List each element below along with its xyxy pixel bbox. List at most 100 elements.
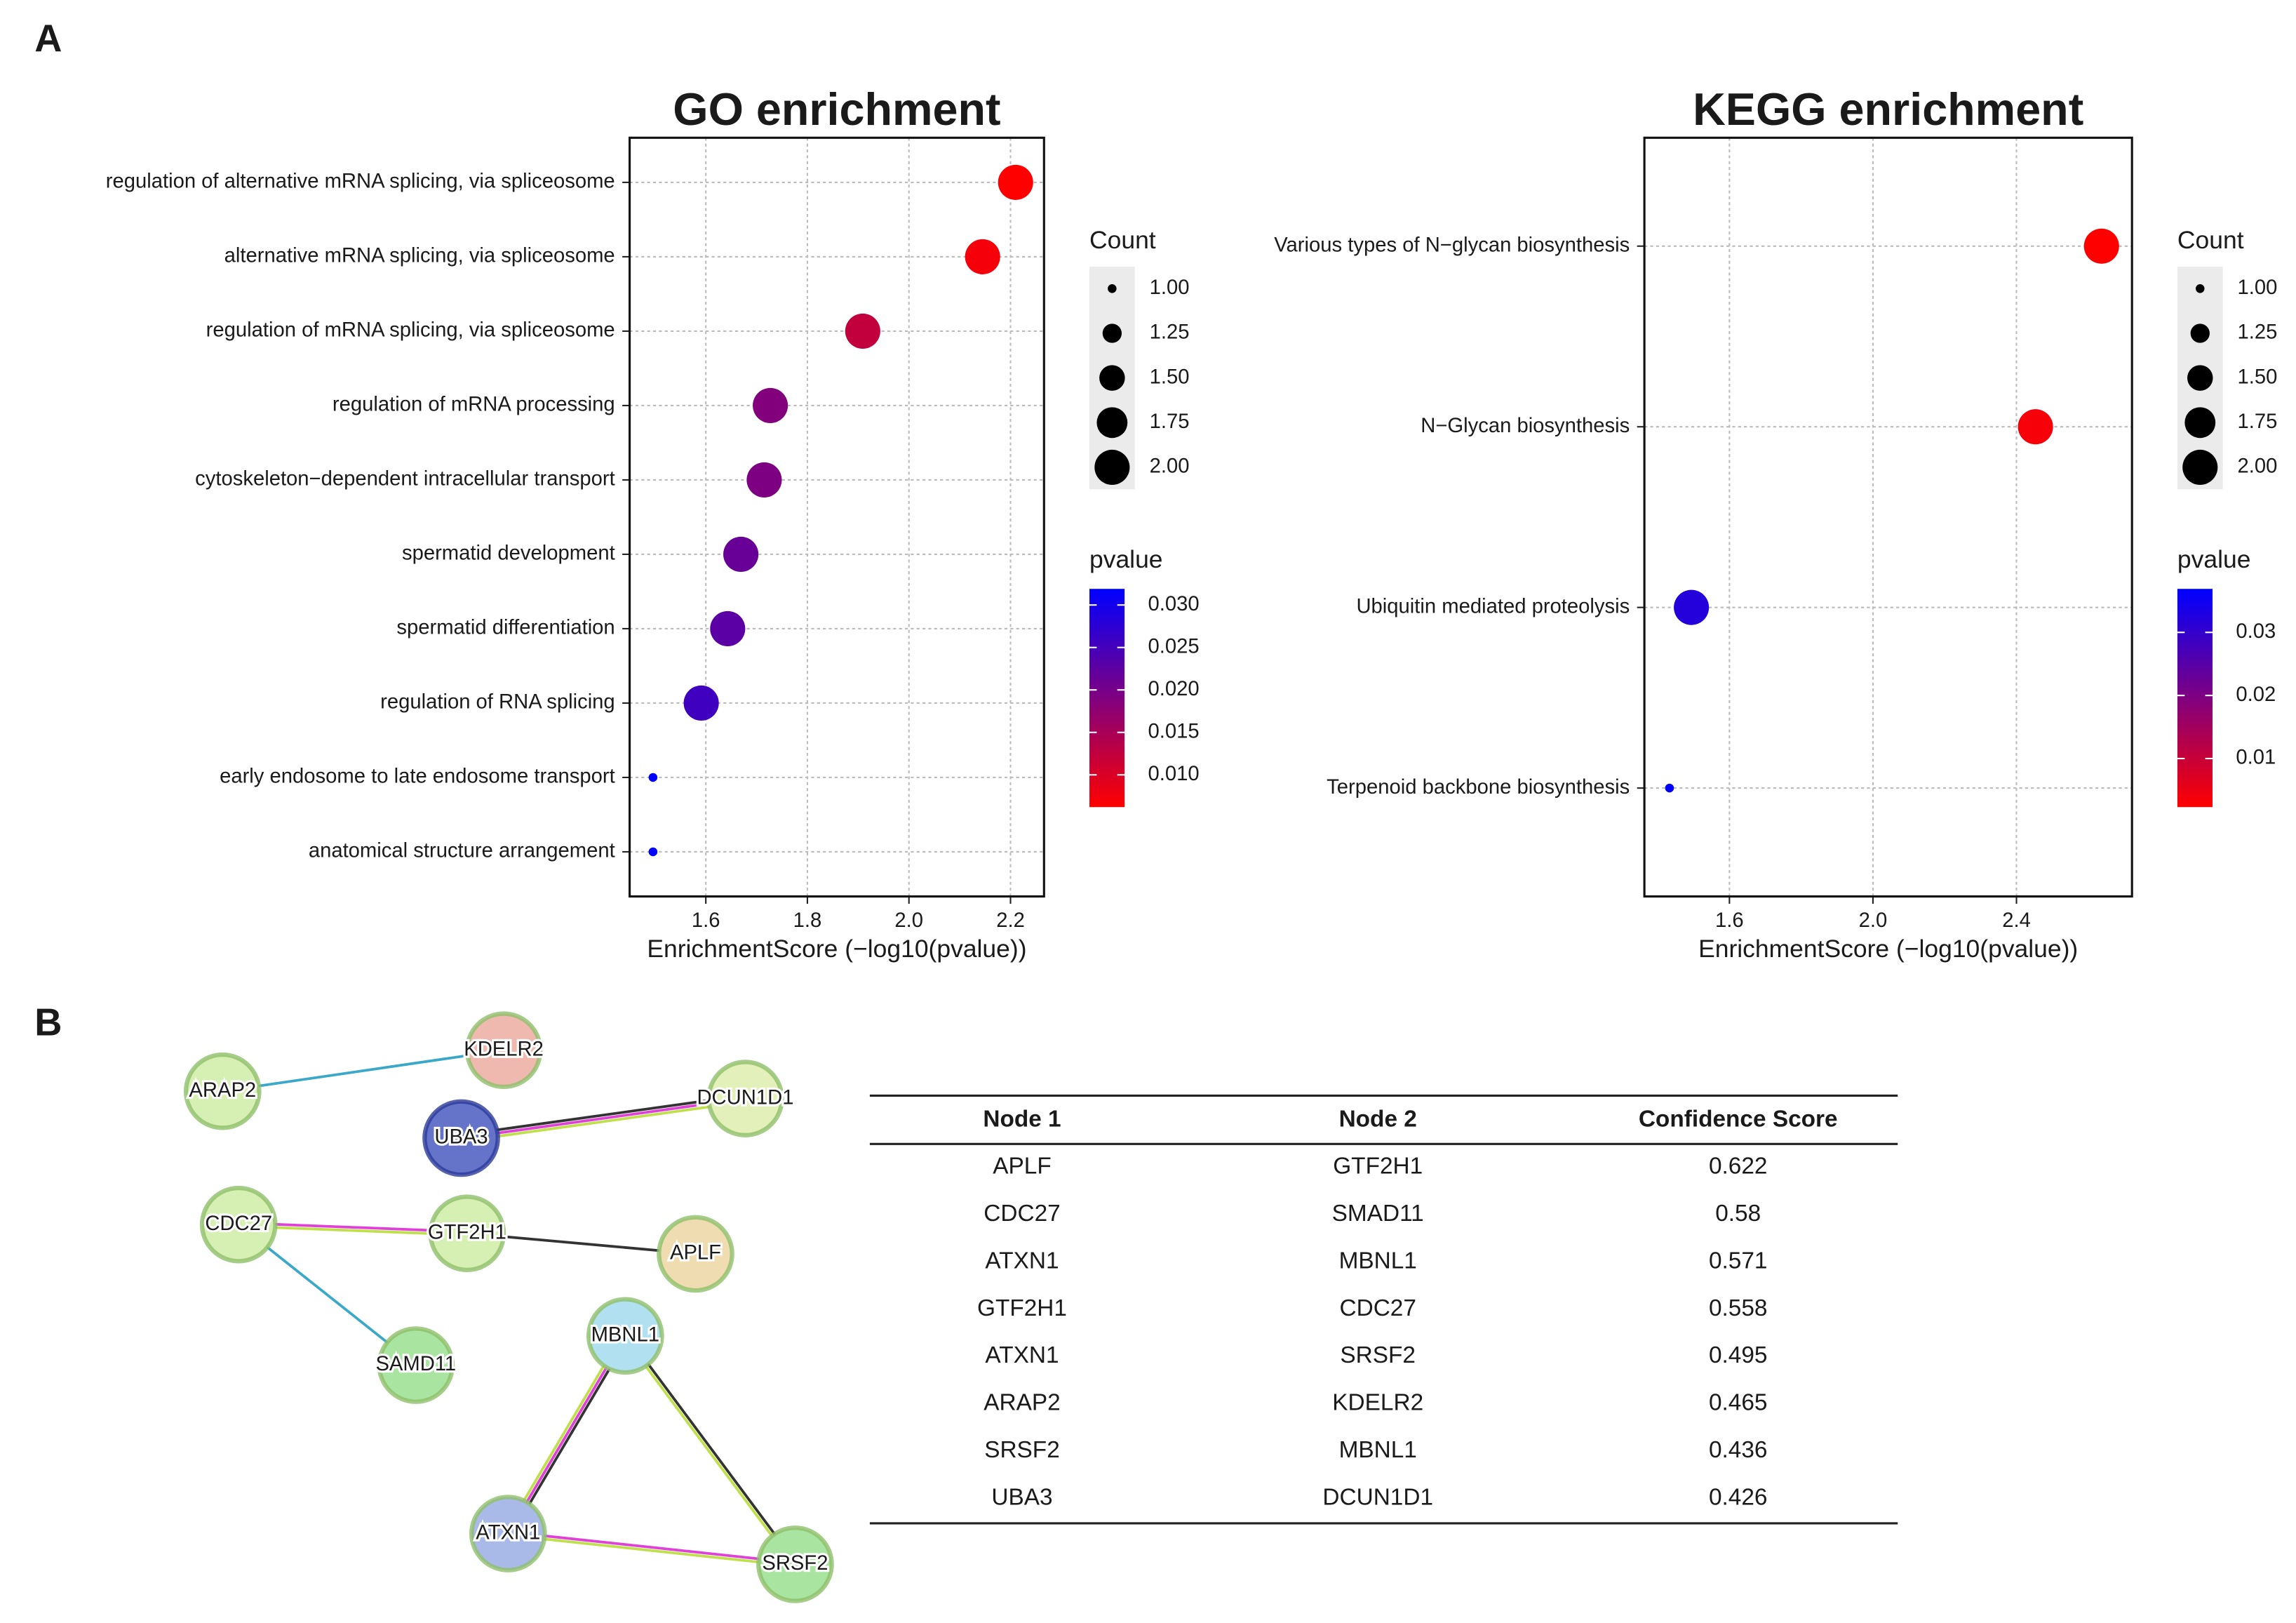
table-cell: SMAD11	[1332, 1201, 1424, 1227]
dot	[998, 164, 1033, 200]
node-label: DCUN1D1	[697, 1086, 793, 1109]
network-edge	[460, 1094, 746, 1137]
legend-label: 2.00	[1150, 455, 1190, 478]
plot-frame	[1643, 136, 2133, 898]
table-cell: ARAP2	[983, 1390, 1060, 1416]
table-cell: UBA3	[991, 1484, 1052, 1510]
plot-frame	[629, 136, 1045, 898]
table-cell: 0.436	[1709, 1437, 1768, 1463]
legend-dot	[1096, 407, 1128, 439]
y-tick-label: cytoskeleton−dependent intracellular tra…	[195, 468, 615, 490]
table-cell: DCUN1D1	[1322, 1484, 1433, 1510]
legend-label: 0.03	[2236, 620, 2276, 643]
network-edge	[507, 1533, 795, 1568]
node-label: SRSF2	[762, 1552, 828, 1575]
dot	[710, 610, 746, 646]
legend-label: 1.25	[2238, 321, 2278, 344]
table-cell: MBNL1	[1339, 1437, 1417, 1463]
legend-dot	[2196, 284, 2205, 293]
network-node	[756, 1525, 834, 1603]
network-node	[657, 1215, 734, 1293]
legend-dot	[1094, 449, 1130, 486]
legend-label: 0.020	[1148, 678, 1200, 700]
table-cell: ATXN1	[985, 1342, 1059, 1368]
dot	[648, 773, 658, 782]
network-node	[706, 1060, 784, 1137]
dot	[1674, 589, 1710, 625]
dot	[683, 685, 719, 721]
panel-label: B	[34, 1001, 62, 1044]
chart-title: GO enrichment	[673, 84, 1000, 135]
legend-label: 1.25	[1150, 321, 1190, 344]
node-label: MBNL1	[591, 1323, 659, 1346]
y-tick-label: anatomical structure arrangement	[309, 840, 615, 862]
legend-label: 1.75	[1150, 410, 1190, 433]
dot	[753, 387, 788, 423]
network-edge	[508, 1530, 795, 1564]
table-cell: CDC27	[1339, 1295, 1416, 1321]
y-tick-label: Terpenoid backbone biosynthesis	[1327, 776, 1630, 799]
network-node	[428, 1194, 506, 1272]
table-cell: ATXN1	[985, 1248, 1059, 1274]
network-node	[586, 1297, 664, 1375]
network-edge	[625, 1334, 798, 1565]
legend-label: 1.00	[1150, 276, 1190, 299]
table-header: Confidence Score	[1639, 1107, 1838, 1133]
legend-dot	[2190, 323, 2210, 343]
node-label: KDELR2	[464, 1038, 544, 1060]
y-tick-label: regulation of alternative mRNA splicing,…	[106, 171, 615, 193]
network-node	[469, 1495, 547, 1572]
legend-label: 0.01	[2236, 747, 2276, 769]
dot	[845, 313, 880, 349]
network-node	[464, 1011, 543, 1090]
legend-dot	[1108, 284, 1117, 293]
node-label: SAMD11	[375, 1353, 456, 1375]
y-tick-label: regulation of mRNA processing	[333, 394, 615, 416]
table-cell: 0.495	[1709, 1342, 1768, 1368]
panel-label: A	[34, 17, 62, 60]
y-tick-label: N−Glycan biosynthesis	[1421, 415, 1630, 437]
table-cell: SRSF2	[984, 1437, 1060, 1463]
x-tick-label: 2.4	[2002, 909, 2031, 932]
network-edge	[622, 1336, 795, 1566]
y-tick-label: spermatid development	[402, 542, 615, 565]
legend-label: 2.00	[2238, 455, 2278, 478]
y-tick-label: early endosome to late endosome transpor…	[220, 766, 615, 788]
table-cell: CDC27	[983, 1201, 1060, 1227]
x-tick-label: 2.2	[996, 909, 1025, 932]
legend-dot	[2184, 407, 2216, 439]
y-tick-label: Ubiquitin mediated proteolysis	[1356, 595, 1630, 617]
table-cell: KDELR2	[1332, 1390, 1423, 1416]
dot	[648, 847, 658, 857]
chart-title: KEGG enrichment	[1693, 84, 2083, 135]
node-label: ATXN1	[476, 1521, 540, 1544]
x-tick-label: 1.6	[1715, 909, 1744, 932]
legend-label: 0.02	[2236, 683, 2276, 706]
dot	[965, 239, 1000, 274]
table-cell: MBNL1	[1339, 1248, 1417, 1274]
network-node	[422, 1099, 500, 1177]
dot	[746, 462, 782, 497]
y-tick-label: Various types of N−glycan biosynthesis	[1274, 234, 1630, 256]
network-edge	[222, 1048, 504, 1093]
table-cell: SRSF2	[1340, 1342, 1416, 1368]
x-tick-label: 1.8	[793, 909, 822, 932]
node-label: CDC27	[205, 1213, 272, 1235]
node-label: APLF	[670, 1242, 721, 1264]
table-cell: 0.426	[1709, 1484, 1768, 1510]
network-edge	[461, 1097, 746, 1140]
legend-title: pvalue	[1089, 545, 1163, 573]
legend-dot	[1102, 323, 1122, 343]
node-label: UBA3	[434, 1126, 488, 1149]
dot	[2083, 228, 2119, 264]
network-edge	[461, 1100, 746, 1143]
node-label: GTF2H1	[428, 1221, 506, 1243]
table-cell: 0.465	[1709, 1390, 1768, 1416]
y-tick-label: regulation of mRNA splicing, via spliceo…	[206, 319, 615, 342]
legend-label: 1.00	[2238, 276, 2278, 299]
table-cell: APLF	[993, 1154, 1051, 1180]
legend-dot	[2182, 449, 2218, 486]
legend-label: 0.015	[1148, 720, 1200, 742]
legend-label: 0.010	[1148, 763, 1200, 785]
